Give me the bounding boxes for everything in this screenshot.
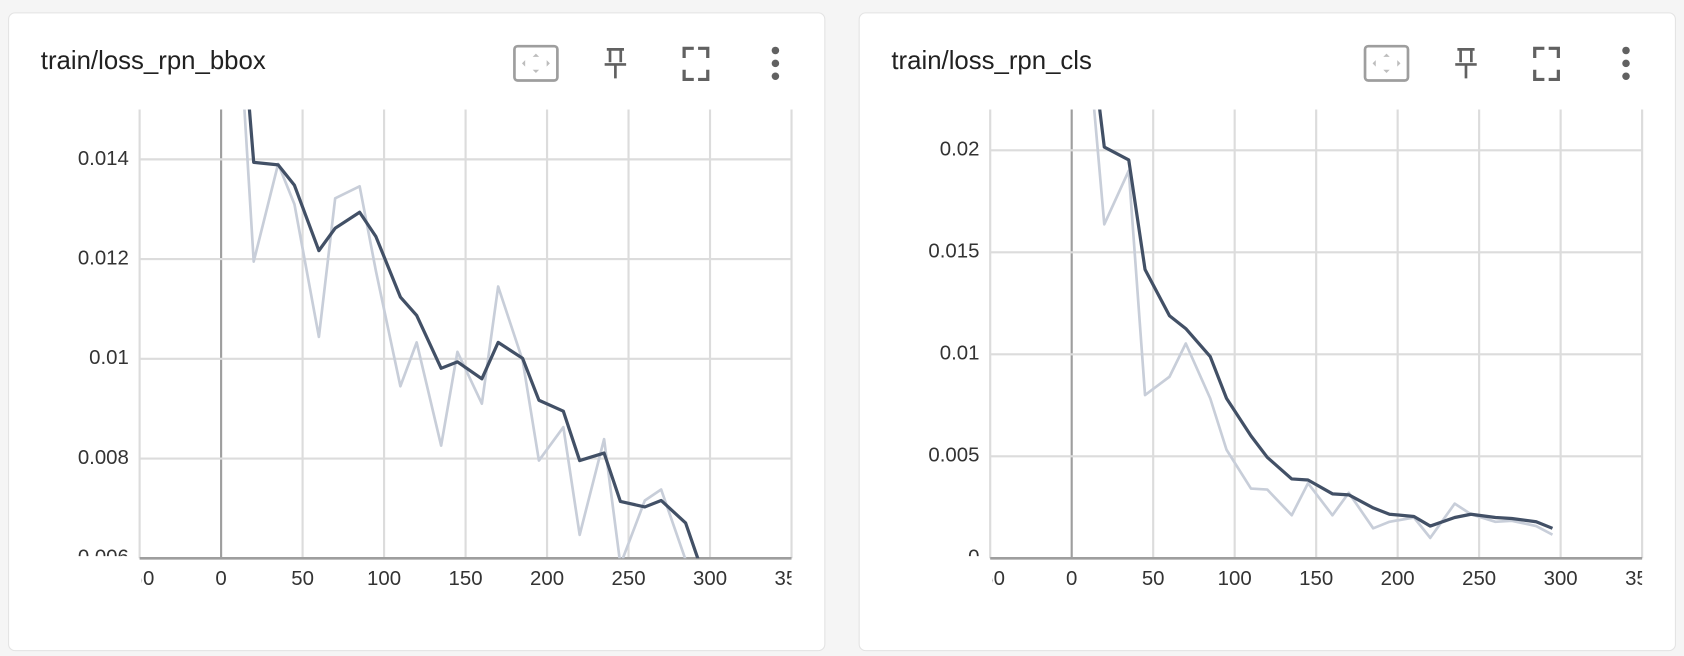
pin-button[interactable] (604, 48, 627, 79)
x-tick-label: -50 (125, 568, 154, 590)
x-tick-label: 250 (612, 568, 646, 590)
y-tick-label: 0.008 (78, 447, 129, 469)
x-tick-label: 150 (449, 568, 483, 590)
y-tick-label: 0 (968, 547, 979, 569)
series-line (247, 109, 700, 559)
x-tick-label: 150 (1299, 568, 1333, 590)
x-tick-label: 50 (1142, 568, 1165, 590)
y-tick-label: 0.02 (940, 139, 980, 161)
y-tick-label: 0.012 (78, 247, 129, 269)
card-title: train/loss_rpn_bbox (41, 47, 266, 75)
x-tick-label: 50 (291, 568, 314, 590)
x-tick-label: 0 (1066, 568, 1077, 590)
x-tick-label: 200 (530, 568, 564, 590)
x-tick-label: 100 (1218, 568, 1252, 590)
card-frame (8, 12, 826, 652)
y-tick-label: 0.014 (78, 148, 129, 170)
card: train/loss_rpn_bbox (8, 12, 826, 652)
x-tick-label: 300 (693, 568, 727, 590)
y-axis: 0.006 0.008 0.01 0.012 0.014 (78, 148, 129, 569)
x-tick-label: -50 (975, 568, 1004, 590)
y-tick-label: 0.005 (928, 445, 979, 467)
series-line (243, 109, 687, 559)
y-tick-label: 0.006 (78, 547, 129, 569)
toolbar (513, 44, 780, 82)
y-axis: 0 0.005 0.01 0.015 0.02 (928, 139, 980, 569)
y-tick-label: 0.015 (928, 241, 979, 263)
x-axis: -50 0 50 100 150 200 250 300 350 (975, 568, 1659, 590)
chart: -5005010015020025030035000.0050.010.0150… (928, 109, 1659, 590)
x-tick-label: 250 (1462, 568, 1496, 590)
more-button[interactable] (771, 46, 780, 80)
y-tick-label: 0.01 (940, 343, 980, 365)
card-title: train/loss_rpn_cls (891, 47, 1092, 75)
x-tick-label: 300 (1544, 568, 1578, 590)
plot (1092, 109, 1554, 540)
x-tick-label: 350 (1625, 568, 1659, 590)
card-frame (858, 12, 1676, 652)
x-tick-label: 200 (1381, 568, 1415, 590)
card: train/loss_rpn_cls (858, 12, 1676, 652)
x-tick-label: 100 (367, 568, 401, 590)
x-axis: -50 0 50 100 150 200 250 300 350 (125, 568, 809, 590)
y-tick-label: 0.01 (89, 347, 129, 369)
plot (243, 109, 700, 559)
fullscreen-button[interactable] (682, 46, 710, 82)
x-tick-label: 350 (775, 568, 809, 590)
chart: -500501001502002503003500.0060.0080.010.… (78, 109, 809, 590)
series-line (1098, 109, 1554, 530)
fit-domain-button[interactable] (513, 44, 559, 82)
x-tick-label: 0 (215, 568, 226, 590)
